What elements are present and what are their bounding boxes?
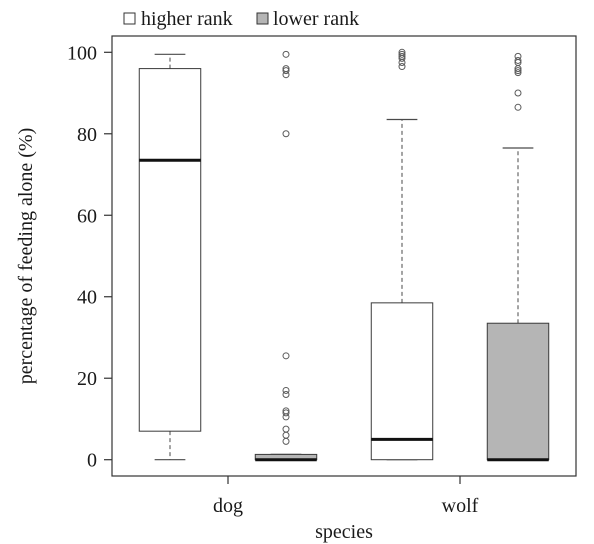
plot-frame bbox=[111, 35, 577, 477]
outlier-point bbox=[398, 48, 406, 56]
box-dog-lower-rank bbox=[254, 50, 318, 462]
outlier-point bbox=[282, 407, 290, 415]
outlier-point bbox=[282, 431, 290, 439]
x-axis-title: species bbox=[315, 521, 373, 543]
outlier-point bbox=[282, 391, 290, 399]
x-tick-label-dog: dog bbox=[213, 495, 243, 517]
outlier-point bbox=[282, 425, 290, 433]
legend-label-higher-rank: higher rank bbox=[141, 8, 233, 30]
y-tick-label-100: 100 bbox=[67, 42, 97, 64]
outlier-point bbox=[514, 52, 522, 60]
outlier-point bbox=[398, 63, 406, 71]
box-wolf-lower-rank bbox=[486, 52, 550, 462]
legend-entry-higher-rank: higher rank bbox=[123, 8, 233, 30]
outlier-point bbox=[398, 50, 406, 58]
legend: higher rank lower rank bbox=[123, 8, 359, 30]
outlier-point bbox=[282, 386, 290, 394]
outlier-point bbox=[282, 67, 290, 75]
outlier-point bbox=[514, 89, 522, 97]
legend-swatch-higher-rank bbox=[123, 12, 136, 25]
x-tick-label-wolf: wolf bbox=[442, 495, 479, 517]
outlier-point bbox=[282, 437, 290, 445]
box-wolf-higher-rank bbox=[370, 48, 434, 461]
box-dog-higher-rank bbox=[138, 53, 202, 461]
outlier-point bbox=[514, 69, 522, 77]
outlier-point bbox=[514, 103, 522, 111]
legend-entry-lower-rank: lower rank bbox=[256, 8, 359, 30]
outlier-point bbox=[514, 56, 522, 64]
outlier-point bbox=[398, 52, 406, 60]
y-tick-label-80: 80 bbox=[77, 124, 97, 146]
y-tick-label-0: 0 bbox=[87, 450, 97, 472]
y-tick-label-60: 60 bbox=[77, 205, 97, 227]
y-tick-label-40: 40 bbox=[77, 287, 97, 309]
y-axis: 0 20 40 60 80 100 bbox=[67, 42, 112, 472]
box-series bbox=[138, 48, 550, 462]
y-tick-label-20: 20 bbox=[77, 368, 97, 390]
outlier-point bbox=[282, 352, 290, 360]
legend-swatch-lower-rank bbox=[256, 12, 269, 25]
x-axis: dog wolf bbox=[213, 476, 479, 517]
iqr-box bbox=[486, 322, 550, 461]
y-axis-title: percentage of feeding alone (%) bbox=[15, 128, 37, 385]
outlier-point bbox=[282, 65, 290, 73]
plot-area: 0 20 40 60 80 100 dog wolf bbox=[67, 35, 577, 517]
outlier-point bbox=[282, 409, 290, 417]
iqr-box bbox=[370, 302, 434, 461]
outlier-point bbox=[282, 130, 290, 138]
outlier-point bbox=[282, 50, 290, 58]
legend-label-lower-rank: lower rank bbox=[273, 8, 359, 30]
outlier-point bbox=[514, 67, 522, 75]
iqr-box bbox=[138, 68, 202, 432]
